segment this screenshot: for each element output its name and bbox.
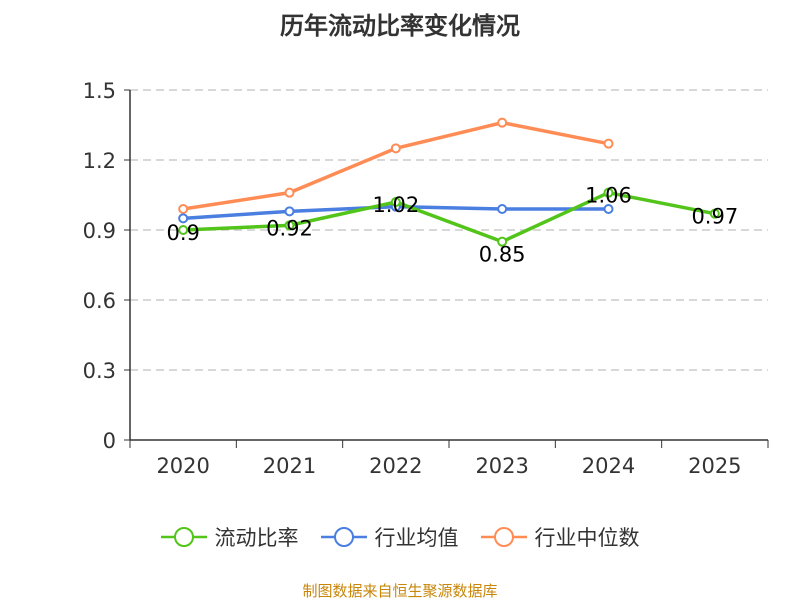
data-point: [178, 225, 189, 235]
legend-label: 行业中位数: [534, 526, 640, 550]
y-tick-label: 0.9: [83, 219, 116, 243]
x-tick-label: 2023: [475, 454, 528, 478]
data-label: 0.9: [166, 221, 199, 245]
source-note: 制图数据来自恒生聚源数据库: [302, 582, 498, 600]
y-tick-label: 0: [103, 429, 116, 453]
legend-label: 行业均值: [374, 526, 459, 550]
data-point: [709, 208, 720, 219]
chart-title: 历年流动比率变化情况: [280, 12, 520, 40]
data-label: 0.92: [266, 216, 313, 240]
legend-item-industry-median[interactable]: 行业中位数: [480, 522, 640, 552]
data-point: [284, 220, 295, 231]
data-point: [390, 197, 401, 207]
y-tick-label: 1.5: [83, 79, 116, 103]
data-point: [603, 187, 614, 198]
legend-label: 流动比率: [214, 526, 299, 550]
y-tick-label: 1.2: [83, 149, 116, 173]
data-point: [497, 117, 508, 128]
x-tick-label: 2024: [582, 454, 635, 478]
x-tick-label: 2025: [688, 454, 741, 478]
series-line-0: [183, 190, 716, 244]
y-tick-label: 0.6: [83, 289, 116, 313]
x-tick-label: 2021: [263, 454, 316, 478]
data-label: 0.85: [479, 243, 526, 267]
x-tick-label: 2020: [156, 454, 209, 478]
data-label: 0.97: [691, 205, 738, 229]
data-point: [603, 138, 614, 149]
x-tick-label: 2022: [369, 454, 422, 478]
data-point: [178, 213, 189, 224]
legend-item-industry-average[interactable]: 行业均值: [320, 522, 459, 552]
data-point: [603, 204, 614, 214]
data-point: [497, 204, 508, 214]
data-point: [284, 187, 295, 198]
data-label: 1.02: [372, 193, 419, 217]
data-point: [178, 204, 189, 214]
data-point: [390, 143, 401, 154]
y-tick-label: 0.3: [83, 359, 116, 383]
data-point: [284, 206, 295, 217]
legend: 流动比率 行业均值 行业中位数: [0, 522, 800, 552]
data-label: 1.06: [585, 184, 632, 208]
data-point: [497, 236, 508, 247]
legend-item-current-ratio[interactable]: 流动比率: [160, 522, 299, 552]
